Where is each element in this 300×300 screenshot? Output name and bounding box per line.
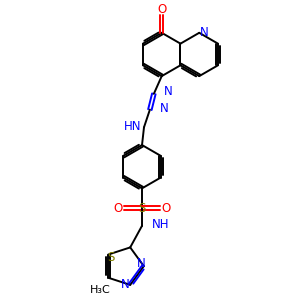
Text: HN: HN [123,120,141,133]
Text: S: S [107,251,115,264]
Text: N: N [164,85,172,98]
Text: N: N [160,102,169,115]
Text: NH: NH [152,218,170,231]
Text: O: O [157,3,166,16]
Text: O: O [161,202,170,214]
Text: N: N [200,26,208,39]
Text: H₃C: H₃C [90,284,111,295]
Text: N: N [121,278,130,291]
Text: O: O [114,202,123,214]
Text: N: N [136,257,145,270]
Text: S: S [138,202,146,214]
